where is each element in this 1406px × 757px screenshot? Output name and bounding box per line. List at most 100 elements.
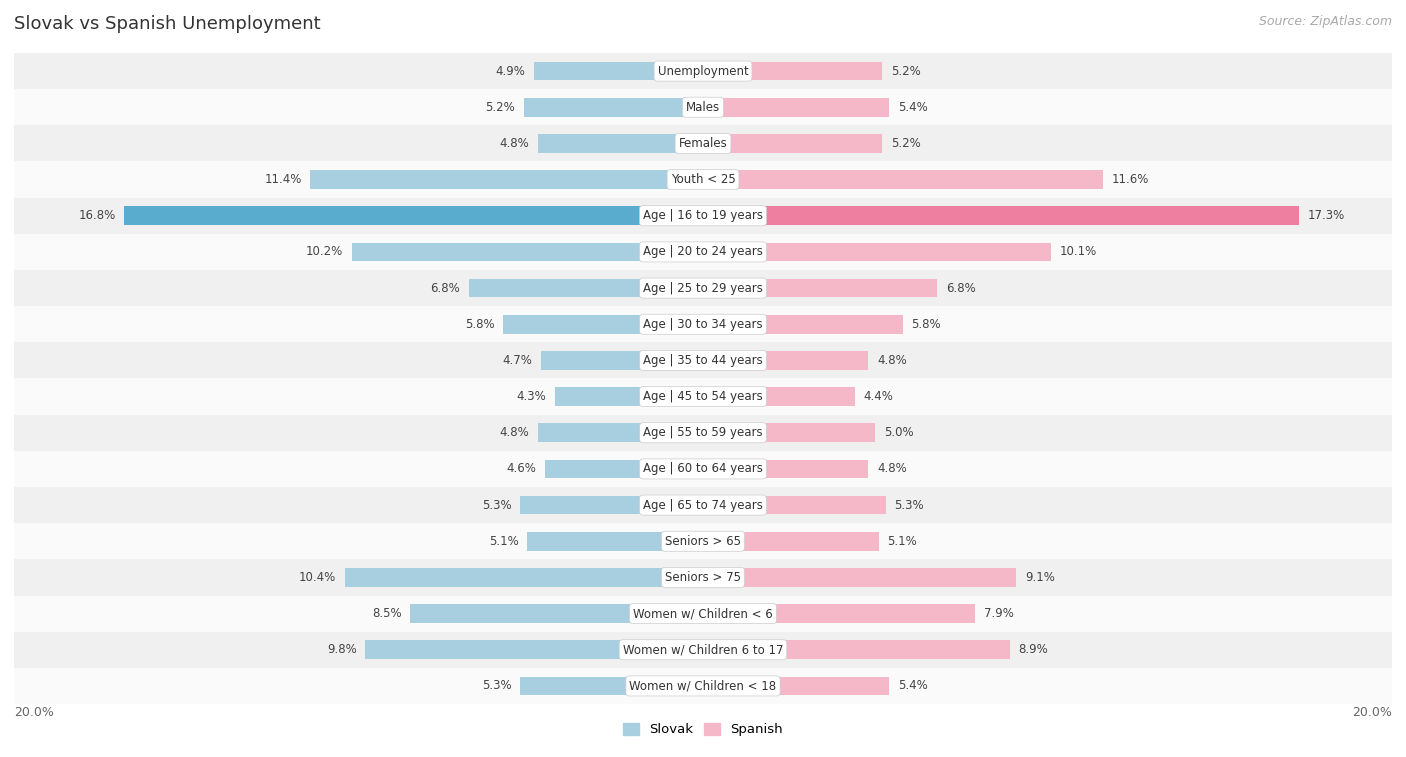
Bar	[14, 523, 1392, 559]
Text: 5.8%: 5.8%	[465, 318, 495, 331]
Bar	[14, 161, 1392, 198]
Bar	[703, 568, 1017, 587]
Bar	[14, 596, 1392, 631]
Text: 6.8%: 6.8%	[430, 282, 460, 294]
Bar	[411, 604, 703, 623]
Text: 16.8%: 16.8%	[79, 209, 115, 223]
Bar	[14, 342, 1392, 378]
Text: 5.2%: 5.2%	[891, 64, 921, 77]
Bar	[14, 487, 1392, 523]
Text: 10.4%: 10.4%	[299, 571, 336, 584]
Bar	[468, 279, 703, 298]
Text: 11.6%: 11.6%	[1111, 173, 1149, 186]
Bar	[703, 677, 889, 696]
Text: 4.6%: 4.6%	[506, 463, 536, 475]
Bar	[344, 568, 703, 587]
Text: 20.0%: 20.0%	[14, 706, 53, 719]
Text: Women w/ Children < 18: Women w/ Children < 18	[630, 680, 776, 693]
Bar	[124, 207, 703, 225]
Text: 4.7%: 4.7%	[502, 354, 533, 367]
Text: Slovak vs Spanish Unemployment: Slovak vs Spanish Unemployment	[14, 15, 321, 33]
Text: 9.8%: 9.8%	[328, 643, 357, 656]
Text: Women w/ Children < 6: Women w/ Children < 6	[633, 607, 773, 620]
Text: Age | 25 to 29 years: Age | 25 to 29 years	[643, 282, 763, 294]
Text: Age | 35 to 44 years: Age | 35 to 44 years	[643, 354, 763, 367]
Bar	[14, 415, 1392, 451]
Text: Age | 55 to 59 years: Age | 55 to 59 years	[643, 426, 763, 439]
Bar	[527, 532, 703, 550]
Text: 5.8%: 5.8%	[911, 318, 941, 331]
Bar	[703, 207, 1299, 225]
Text: 9.1%: 9.1%	[1025, 571, 1054, 584]
Bar	[703, 387, 855, 406]
Text: 5.4%: 5.4%	[897, 101, 928, 114]
Bar	[703, 170, 1102, 189]
Text: 5.2%: 5.2%	[891, 137, 921, 150]
Bar	[14, 270, 1392, 306]
Bar	[366, 640, 703, 659]
Text: 4.3%: 4.3%	[516, 390, 547, 403]
Bar	[534, 61, 703, 80]
Text: Males: Males	[686, 101, 720, 114]
Bar	[14, 198, 1392, 234]
Text: 5.1%: 5.1%	[887, 534, 917, 548]
Text: Age | 45 to 54 years: Age | 45 to 54 years	[643, 390, 763, 403]
Bar	[14, 559, 1392, 596]
Text: 17.3%: 17.3%	[1308, 209, 1344, 223]
Bar	[14, 126, 1392, 161]
Text: 4.8%: 4.8%	[499, 137, 529, 150]
Bar	[544, 459, 703, 478]
Text: 4.4%: 4.4%	[863, 390, 893, 403]
Text: Age | 30 to 34 years: Age | 30 to 34 years	[643, 318, 763, 331]
Bar	[352, 242, 703, 261]
Text: 7.9%: 7.9%	[984, 607, 1014, 620]
Text: 5.0%: 5.0%	[884, 426, 914, 439]
Text: Females: Females	[679, 137, 727, 150]
Bar	[703, 279, 938, 298]
Bar	[14, 89, 1392, 126]
Bar	[14, 234, 1392, 270]
Bar	[14, 53, 1392, 89]
Text: 5.4%: 5.4%	[897, 680, 928, 693]
Bar	[503, 315, 703, 334]
Bar	[703, 496, 886, 515]
Bar	[14, 668, 1392, 704]
Text: Youth < 25: Youth < 25	[671, 173, 735, 186]
Text: 4.9%: 4.9%	[496, 64, 526, 77]
Text: Age | 20 to 24 years: Age | 20 to 24 years	[643, 245, 763, 258]
Bar	[703, 98, 889, 117]
Bar	[703, 134, 882, 153]
Bar	[14, 451, 1392, 487]
Bar	[14, 631, 1392, 668]
Text: 8.9%: 8.9%	[1018, 643, 1047, 656]
Text: 10.1%: 10.1%	[1060, 245, 1097, 258]
Text: Unemployment: Unemployment	[658, 64, 748, 77]
Bar	[520, 677, 703, 696]
Bar	[524, 98, 703, 117]
Bar	[703, 351, 869, 370]
Bar	[703, 61, 882, 80]
Bar	[703, 423, 875, 442]
Bar	[703, 532, 879, 550]
Text: Age | 65 to 74 years: Age | 65 to 74 years	[643, 499, 763, 512]
Text: 4.8%: 4.8%	[877, 463, 907, 475]
Bar	[703, 242, 1050, 261]
Text: Source: ZipAtlas.com: Source: ZipAtlas.com	[1258, 15, 1392, 28]
Bar	[541, 351, 703, 370]
Bar	[311, 170, 703, 189]
Bar	[537, 134, 703, 153]
Text: 5.2%: 5.2%	[485, 101, 515, 114]
Bar	[703, 315, 903, 334]
Bar	[555, 387, 703, 406]
Text: 4.8%: 4.8%	[499, 426, 529, 439]
Bar	[703, 604, 976, 623]
Bar	[703, 459, 869, 478]
Legend: Slovak, Spanish: Slovak, Spanish	[623, 723, 783, 737]
Text: 10.2%: 10.2%	[305, 245, 343, 258]
Text: 5.1%: 5.1%	[489, 534, 519, 548]
Text: 8.5%: 8.5%	[373, 607, 402, 620]
Text: 20.0%: 20.0%	[1353, 706, 1392, 719]
Text: 11.4%: 11.4%	[264, 173, 302, 186]
Text: 5.3%: 5.3%	[894, 499, 924, 512]
Bar	[14, 378, 1392, 415]
